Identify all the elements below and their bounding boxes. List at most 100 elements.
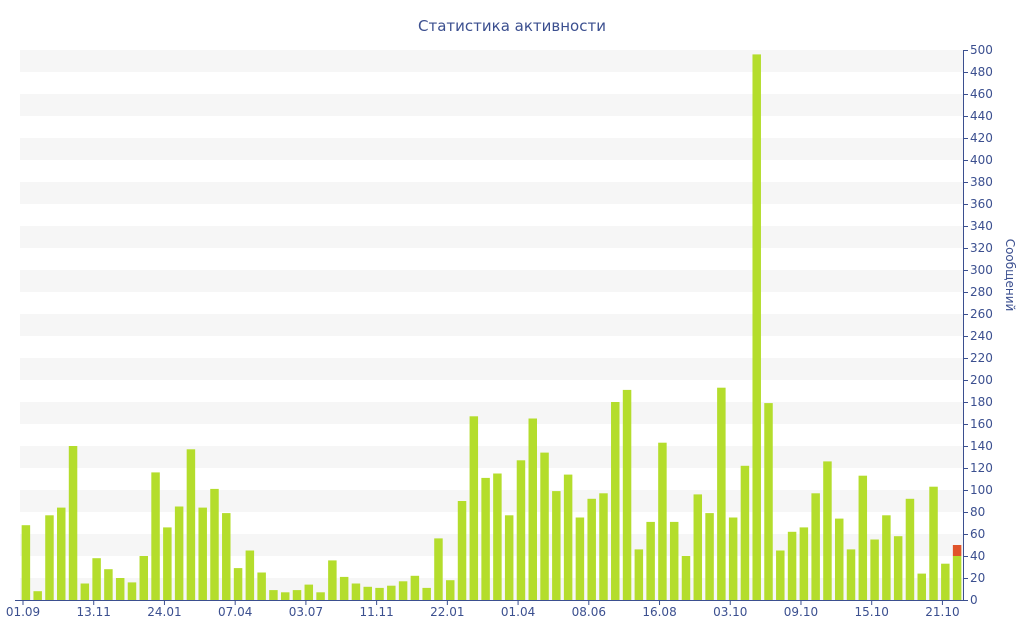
bar	[764, 403, 773, 600]
y-tick-label: 20	[970, 571, 985, 585]
y-tick-label: 240	[970, 329, 993, 343]
y-tick-label: 60	[970, 527, 985, 541]
bar	[681, 556, 691, 600]
x-tick-label: 16.08	[642, 605, 676, 619]
y-tick-label: 460	[970, 87, 993, 101]
grid-band	[20, 270, 963, 292]
x-tick-label: 21.10	[925, 605, 959, 619]
bar	[410, 575, 420, 600]
bar	[186, 449, 196, 600]
bar	[375, 587, 384, 600]
bar	[540, 452, 549, 600]
bar	[469, 416, 479, 600]
x-tick-label: 09.10	[784, 605, 818, 619]
y-tick-label: 500	[970, 43, 993, 57]
bar	[752, 54, 761, 600]
bar	[45, 515, 54, 600]
bar	[292, 590, 302, 600]
grid-band	[20, 490, 963, 512]
grid-bands	[20, 50, 963, 600]
bar	[139, 556, 149, 600]
bar	[280, 592, 290, 600]
y-tick-label: 180	[970, 395, 993, 409]
bar	[528, 418, 537, 600]
bar	[363, 586, 372, 600]
bar	[846, 549, 856, 600]
y-tick-label: 100	[970, 483, 993, 497]
bar	[222, 513, 231, 600]
bar	[941, 563, 950, 600]
bar	[552, 491, 561, 600]
bar	[858, 475, 868, 600]
bar	[634, 549, 644, 600]
bar	[174, 506, 184, 600]
bar	[163, 527, 172, 600]
bar	[269, 590, 278, 600]
bar	[811, 493, 820, 600]
bar	[92, 558, 101, 600]
y-tick-label: 340	[970, 219, 993, 233]
bar	[740, 465, 750, 600]
grid-band	[20, 94, 963, 116]
y-tick-label: 320	[970, 241, 993, 255]
y-tick-label: 0	[970, 593, 978, 607]
grid-band	[20, 534, 963, 556]
x-tick-label: 03.07	[289, 605, 323, 619]
y-tick-label: 200	[970, 373, 993, 387]
bar	[728, 517, 738, 600]
y-tick-label: 380	[970, 175, 993, 189]
bars	[21, 54, 962, 600]
bar	[398, 581, 408, 600]
bar	[599, 493, 608, 600]
y-tick-label: 300	[970, 263, 993, 277]
bar	[80, 583, 90, 600]
y-tick-label: 160	[970, 417, 993, 431]
y-tick-label: 220	[970, 351, 993, 365]
bar	[834, 518, 844, 600]
grid-band	[20, 358, 963, 380]
y-tick-label: 40	[970, 549, 985, 563]
y-tick-label: 260	[970, 307, 993, 321]
x-tick-label: 22.01	[430, 605, 464, 619]
bar-highlight	[952, 545, 962, 556]
bar	[57, 507, 66, 600]
bar	[882, 515, 891, 600]
grid-band	[20, 138, 963, 160]
bar	[917, 573, 926, 600]
bar	[198, 507, 207, 600]
bar	[658, 442, 667, 600]
bar	[504, 515, 514, 600]
x-tick-label: 11.11	[359, 605, 393, 619]
bar	[33, 591, 42, 600]
bar	[905, 498, 915, 600]
bar	[115, 578, 125, 600]
bar	[104, 569, 113, 600]
chart-title: Статистика активности	[418, 17, 606, 35]
bar	[328, 560, 337, 600]
bar	[646, 521, 655, 600]
bar	[776, 550, 785, 600]
grid-band	[20, 402, 963, 424]
grid-band	[20, 578, 963, 600]
y-tick-label: 400	[970, 153, 993, 167]
y-tick-label: 360	[970, 197, 993, 211]
bar	[446, 580, 455, 600]
bar	[893, 536, 903, 600]
bar	[434, 538, 443, 600]
bar	[717, 387, 726, 600]
bar	[622, 389, 632, 600]
bar	[387, 585, 396, 600]
bar	[799, 527, 809, 600]
bar	[151, 472, 160, 600]
x-tick-label: 13.11	[77, 605, 111, 619]
bar	[669, 521, 679, 600]
bar	[952, 556, 962, 600]
y-tick-label: 80	[970, 505, 985, 519]
bar	[21, 525, 31, 600]
x-tick-label: 01.09	[6, 605, 40, 619]
x-tick-label: 24.01	[147, 605, 181, 619]
bar	[422, 587, 431, 600]
y-tick-label: 480	[970, 65, 993, 79]
